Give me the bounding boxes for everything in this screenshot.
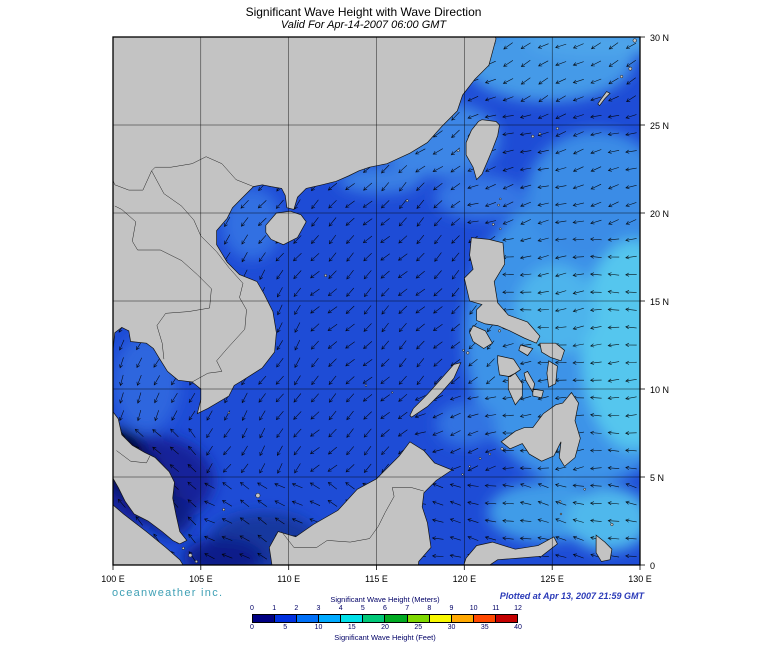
map-clip-group (113, 37, 640, 565)
meters-tick: 3 (316, 605, 321, 612)
lon-label: 120 E (452, 574, 477, 584)
lon-label: 110 E (277, 574, 301, 584)
lat-label: 25 N (650, 121, 670, 131)
lon-label: 130 E (628, 574, 652, 584)
country-borders-layer (113, 156, 424, 548)
legend-color-cell (297, 615, 320, 622)
meters-tick: 6 (383, 605, 387, 612)
meters-tick: 5 (360, 605, 365, 612)
lon-label: 115 E (365, 574, 388, 584)
meters-tick: 12 (514, 605, 522, 612)
meters-tick: 2 (294, 605, 299, 612)
legend-color-cell (451, 615, 474, 622)
ocean-shading-layer (113, 37, 640, 565)
feet-tick: 5 (283, 624, 288, 631)
lat-label: 0 (650, 561, 656, 571)
feet-tick: 10 (314, 624, 323, 631)
legend-color-cell (429, 615, 452, 622)
meters-tick: 9 (449, 605, 454, 612)
lon-label: 105 E (189, 574, 213, 584)
legend-color-cell (363, 615, 386, 622)
feet-tick: 35 (480, 624, 489, 631)
meters-tick: 8 (427, 605, 432, 612)
legend-color-cell (495, 615, 517, 622)
legend-color-cell (407, 615, 430, 622)
lon-label: 100 E (101, 574, 125, 584)
meters-tick: 7 (405, 605, 410, 612)
lon-label: 125 E (540, 574, 564, 584)
legend-meters-ticks: 0 1 2 3 4 5 6 7 8 9 10 11 12 (250, 605, 522, 614)
legend-color-cell (473, 615, 496, 622)
map-grid-layer (113, 37, 640, 565)
meters-tick: 11 (492, 605, 500, 612)
feet-tick: 25 (414, 624, 423, 631)
legend-color-cell (319, 615, 342, 622)
legend-feet-ticks: 0 5 10 15 20 25 30 35 40 (250, 624, 522, 633)
plotted-timestamp: Plotted at Apr 13, 2007 21:59 GMT (499, 591, 644, 601)
legend-feet-label: Significant Wave Height (Feet) (334, 633, 436, 642)
legend-color-cell (385, 615, 408, 622)
oceanweather-credit: oceanweather inc. (112, 587, 224, 599)
lat-label: 20 N (650, 209, 670, 219)
feet-tick: 40 (514, 624, 522, 631)
chart-subtitle: Valid For Apr-14-2007 06:00 GMT (280, 19, 447, 31)
map-frame (112, 36, 641, 566)
feet-tick: 20 (381, 624, 389, 631)
lat-label: 15 N (650, 297, 670, 307)
chart-title: Significant Wave Height with Wave Direct… (245, 5, 482, 19)
feet-tick: 15 (347, 624, 356, 631)
legend-colorbar (252, 614, 518, 623)
axis-ticks (112, 36, 645, 570)
wave-map (112, 36, 645, 570)
feet-tick: 0 (250, 624, 254, 631)
meters-tick: 0 (250, 605, 254, 612)
lat-label: 5 N (650, 473, 665, 483)
legend-color-cell (341, 615, 364, 622)
legend-color-cell (275, 615, 298, 622)
legend-color-cell (253, 615, 276, 622)
legend-meters-label: Significant Wave Height (Meters) (330, 595, 440, 604)
lat-label: 30 N (650, 33, 670, 43)
meters-tick: 10 (469, 605, 478, 612)
lat-label: 10 N (650, 385, 670, 395)
feet-tick: 30 (447, 624, 456, 631)
small-islands-layer (181, 38, 637, 564)
meters-tick: 1 (272, 605, 277, 612)
meters-tick: 4 (338, 605, 343, 612)
